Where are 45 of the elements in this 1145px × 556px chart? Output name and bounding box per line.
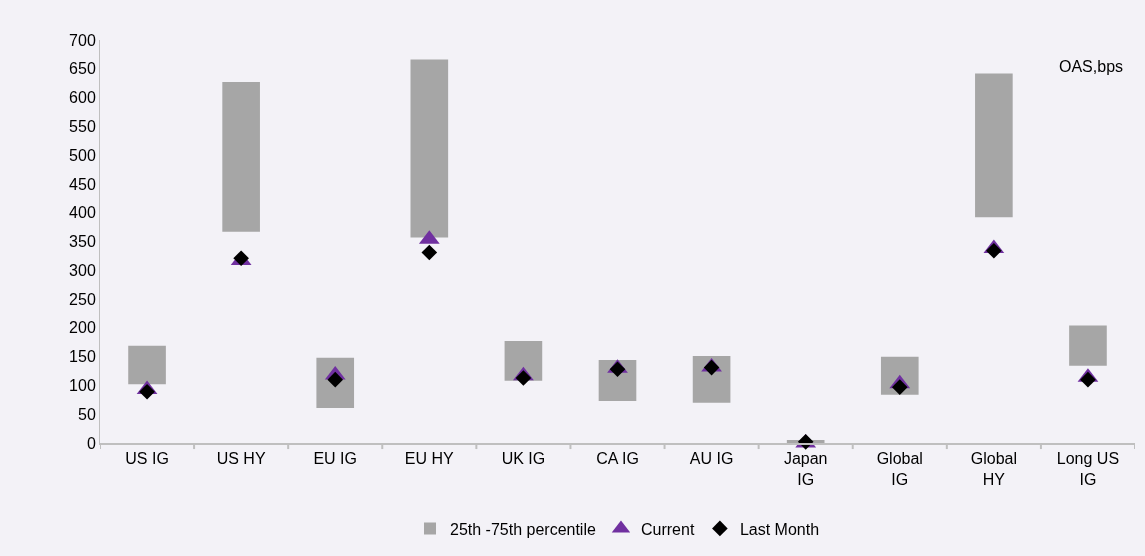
point — [891, 379, 908, 395]
legend-label: Last Month — [739, 520, 820, 538]
point — [139, 383, 155, 400]
bar — [222, 82, 260, 232]
bar — [410, 59, 449, 238]
y-tick-label: 600 — [69, 89, 96, 107]
x-tick-label: Japan IG — [783, 450, 828, 488]
y-tick-label: 250 — [69, 290, 96, 308]
bar — [692, 356, 731, 403]
x-tick-label: UK IG — [501, 450, 546, 468]
point — [703, 359, 720, 376]
y-tick-label: 700 — [69, 31, 96, 49]
x-tick-label: US HY — [216, 450, 266, 468]
annotation: OAS,bps — [1059, 58, 1124, 75]
y-tick-label: 50 — [78, 405, 96, 423]
y-tick-label: 500 — [69, 146, 96, 164]
y-tick-label: 0 — [86, 434, 96, 452]
point — [609, 361, 626, 378]
legend-label: 25th -75th percentile — [450, 520, 596, 538]
x-tick-label: AU IG — [689, 450, 734, 468]
y-tick-label: 350 — [69, 233, 96, 251]
point — [986, 242, 1002, 259]
x-tick-label: Global IG — [876, 450, 923, 488]
bar — [504, 341, 543, 381]
y-tick-label: 100 — [69, 377, 96, 395]
y-tick-label: 400 — [69, 204, 96, 222]
y-tick-label: 550 — [69, 117, 96, 135]
legend-label: Current — [640, 520, 695, 538]
y-tick-label: 150 — [69, 348, 96, 366]
x-tick-label: EU IG — [313, 450, 358, 468]
x-tick-label: CA IG — [596, 450, 639, 468]
point — [1080, 371, 1096, 388]
y-tick-label: 200 — [69, 319, 96, 337]
y-tick-label: 300 — [69, 261, 96, 279]
point — [515, 370, 532, 386]
x-tick-label: Long US IG — [1056, 450, 1120, 488]
y-tick-label: 650 — [69, 60, 96, 78]
point — [421, 244, 438, 261]
x-tick-label: Global HY — [970, 450, 1017, 488]
y-tick-label: 450 — [69, 175, 96, 193]
x-tick-label: EU HY — [404, 450, 455, 468]
bar — [128, 345, 166, 385]
bar — [1069, 325, 1107, 366]
bar — [975, 73, 1013, 218]
x-tick-label: US IG — [125, 450, 169, 468]
